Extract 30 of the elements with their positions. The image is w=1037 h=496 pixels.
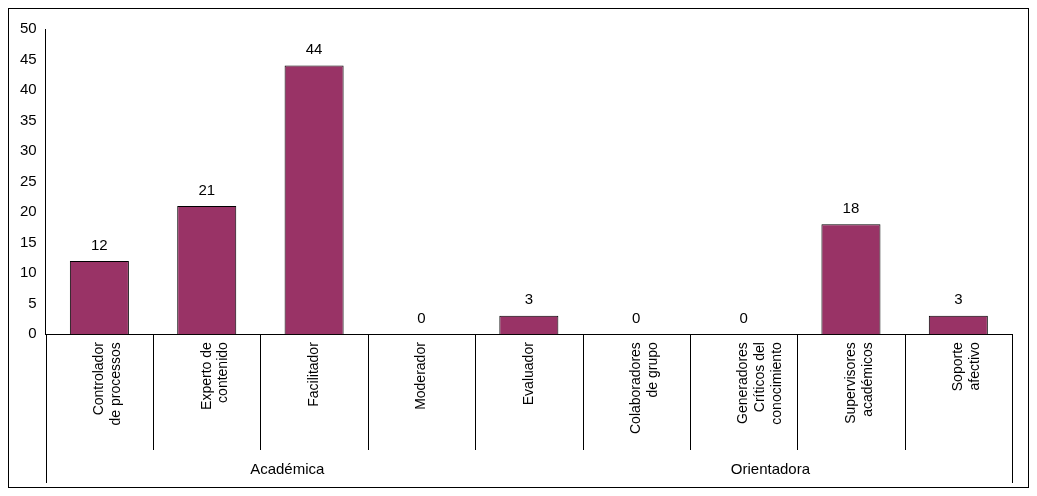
data-label: 12 — [91, 235, 108, 253]
x-tick-label: Soporte afectivo — [949, 341, 982, 392]
data-label: 18 — [842, 198, 860, 216]
x-tick-label: Controlador de processos — [90, 341, 124, 426]
y-tick-label: 45 — [20, 49, 37, 67]
y-tick-label: 15 — [20, 232, 37, 250]
y-tick-label: 20 — [20, 202, 37, 220]
x-tick-label: Experto de contenido — [197, 341, 231, 410]
data-label: 0 — [632, 308, 641, 326]
data-label: 21 — [198, 180, 216, 198]
data-label: 3 — [954, 290, 963, 308]
x-tick-label: Moderador — [412, 341, 429, 410]
x-tick-label: Generadores Críticos del conocimiento — [734, 341, 785, 425]
data-label: 0 — [739, 308, 748, 326]
data-label: 3 — [524, 290, 534, 308]
text: Académica — [250, 460, 326, 478]
y-tick-label: 25 — [20, 171, 37, 189]
y-tick-label: 0 — [28, 324, 37, 342]
y-tick-label: 50 — [20, 19, 37, 37]
text: Orientadora — [730, 460, 811, 478]
y-tick-label: 35 — [20, 110, 37, 128]
x-tick-label: Evaluador — [519, 341, 536, 406]
y-tick-label: 5 — [28, 293, 37, 311]
y-tick-label: 40 — [20, 80, 37, 98]
x-tick-label: Facilitador — [304, 341, 321, 407]
x-tick-label: Colaboradores de grupo — [627, 341, 660, 435]
y-tick-label: 10 — [20, 263, 37, 281]
y-tick-label: 30 — [20, 141, 37, 159]
data-label: 44 — [305, 40, 323, 58]
data-label: 0 — [417, 308, 426, 326]
